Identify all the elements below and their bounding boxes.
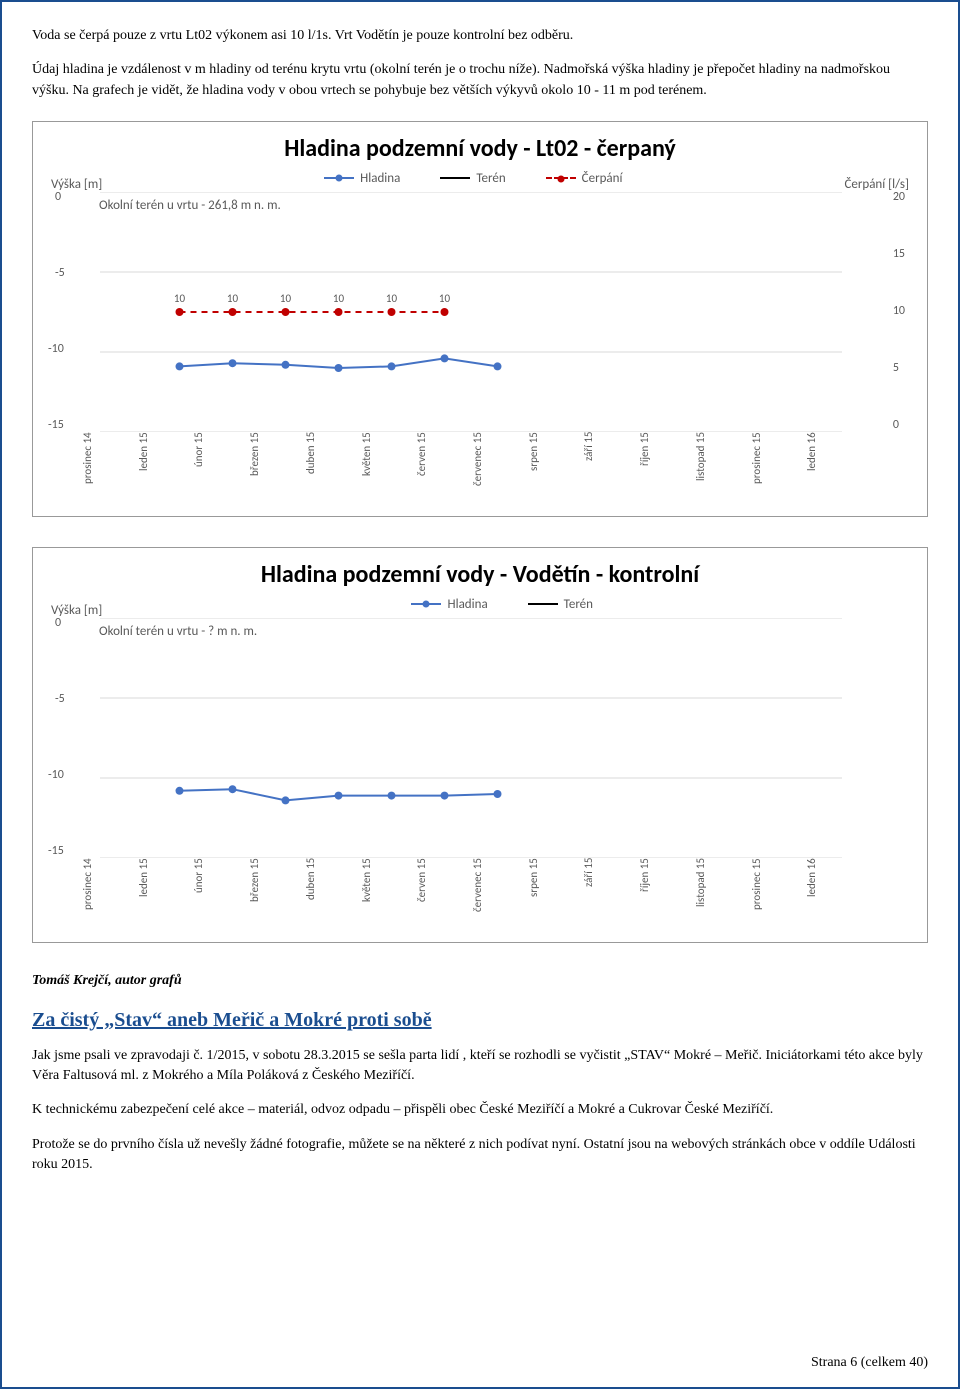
y-tick: 10: [893, 304, 905, 318]
page-footer: Strana 6 (celkem 40): [811, 1355, 928, 1371]
x-tick: leden 15: [137, 432, 193, 508]
article-p1: Jak jsme psali ve zpravodaji č. 1/2015, …: [32, 1046, 928, 1087]
author-line: Tomáš Krejčí, autor grafů: [32, 973, 928, 989]
x-tick: prosinec 15: [750, 432, 806, 508]
x-tick: červenec 15: [471, 432, 527, 508]
page: Voda se čerpá pouze z vrtu Lt02 výkonem …: [0, 0, 960, 1389]
line-icon: [528, 603, 558, 605]
legend-hladina: Hladina: [324, 171, 400, 186]
x-tick: listopad 15: [694, 432, 750, 508]
svg-text:10: 10: [386, 292, 398, 305]
article-title: Za čistý „Stav“ aneb Meřič a Mokré proti…: [32, 1009, 928, 1032]
legend-cerpani: Čerpání: [546, 171, 623, 186]
y-tick: 20: [893, 190, 905, 204]
chart1-plot: 0 -5 -10 -15 20 15 10 5 0 Okolní terén u…: [51, 192, 909, 432]
y-tick: -5: [55, 266, 65, 280]
intro-paragraph-2: Údaj hladina je vzdálenost v m hladiny o…: [32, 60, 928, 101]
x-tick: leden 15: [137, 858, 193, 934]
article-p3: Protože se do prvního čísla už nevešly ž…: [32, 1135, 928, 1176]
y-tick: 15: [893, 247, 905, 261]
x-tick: únor 15: [192, 432, 248, 508]
chart2-legend: Hladina Terén: [411, 597, 593, 612]
y-tick: -10: [48, 768, 64, 782]
x-tick: říjen 15: [638, 432, 694, 508]
y-tick: 5: [893, 361, 899, 375]
x-tick: duben 15: [304, 432, 360, 508]
x-tick: srpen 15: [527, 432, 583, 508]
x-tick: listopad 15: [694, 858, 750, 934]
intro-paragraph-1: Voda se čerpá pouze z vrtu Lt02 výkonem …: [32, 26, 928, 46]
svg-text:10: 10: [227, 292, 239, 305]
x-tick: červen 15: [415, 858, 471, 934]
legend-teren-label: Terén: [476, 171, 505, 186]
x-tick: duben 15: [304, 858, 360, 934]
y-tick: 0: [55, 190, 61, 204]
svg-text:10: 10: [174, 292, 186, 305]
y-tick: 0: [55, 616, 61, 630]
y-tick: -5: [55, 692, 65, 706]
chart2-x-ticks: prosinec 14leden 15únor 15březen 15duben…: [51, 858, 909, 934]
legend-hladina-label: Hladina: [447, 597, 487, 612]
x-tick: prosinec 14: [81, 432, 137, 508]
chart2-note: Okolní terén u vrtu - ? m n. m.: [99, 624, 257, 639]
svg-text:10: 10: [333, 292, 345, 305]
chart1-legend: Hladina Terén Čerpání: [324, 171, 622, 186]
line-icon: [440, 177, 470, 179]
x-tick: září 15: [582, 432, 638, 508]
legend-hladina-label: Hladina: [360, 171, 400, 186]
y-tick: -15: [48, 418, 64, 432]
chart1-svg: 10 10 10 10 10 10: [51, 192, 909, 432]
chart-vodetin: Hladina podzemní vody - Vodětín - kontro…: [32, 547, 928, 943]
y-tick: -10: [48, 342, 64, 356]
y-tick: 0: [893, 418, 899, 432]
dashed-line-icon: [546, 177, 576, 179]
x-tick: prosinec 15: [750, 858, 806, 934]
x-tick: srpen 15: [527, 858, 583, 934]
x-tick: květen 15: [360, 858, 416, 934]
chart1-x-ticks: prosinec 14leden 15únor 15březen 15duben…: [51, 432, 909, 508]
svg-text:10: 10: [439, 292, 451, 305]
line-icon: [324, 177, 354, 179]
x-tick: leden 16: [805, 858, 861, 934]
legend-hladina: Hladina: [411, 597, 487, 612]
x-tick: květen 15: [360, 432, 416, 508]
x-tick: březen 15: [248, 858, 304, 934]
svg-text:10: 10: [280, 292, 292, 305]
chart-lt02: Hladina podzemní vody - Lt02 - čerpaný V…: [32, 121, 928, 517]
x-tick: červen 15: [415, 432, 471, 508]
x-tick: září 15: [582, 858, 638, 934]
x-tick: červenec 15: [471, 858, 527, 934]
x-tick: březen 15: [248, 432, 304, 508]
legend-cerpani-label: Čerpání: [582, 171, 623, 186]
chart2-plot: 0 -5 -10 -15 Okolní terén u vrtu - ? m n…: [51, 618, 909, 858]
x-tick: říjen 15: [638, 858, 694, 934]
legend-teren-label: Terén: [564, 597, 593, 612]
chart1-title: Hladina podzemní vody - Lt02 - čerpaný: [51, 134, 909, 163]
article-p2: K technickému zabezpečení celé akce – ma…: [32, 1100, 928, 1120]
chart2-title: Hladina podzemní vody - Vodětín - kontro…: [51, 560, 909, 589]
chart1-note: Okolní terén u vrtu - 261,8 m n. m.: [99, 198, 281, 213]
y-tick: -15: [48, 844, 64, 858]
line-icon: [411, 603, 441, 605]
chart2-svg: [51, 618, 909, 858]
x-tick: prosinec 14: [81, 858, 137, 934]
legend-teren: Terén: [440, 171, 505, 186]
x-tick: leden 16: [805, 432, 861, 508]
x-tick: únor 15: [192, 858, 248, 934]
legend-teren: Terén: [528, 597, 593, 612]
